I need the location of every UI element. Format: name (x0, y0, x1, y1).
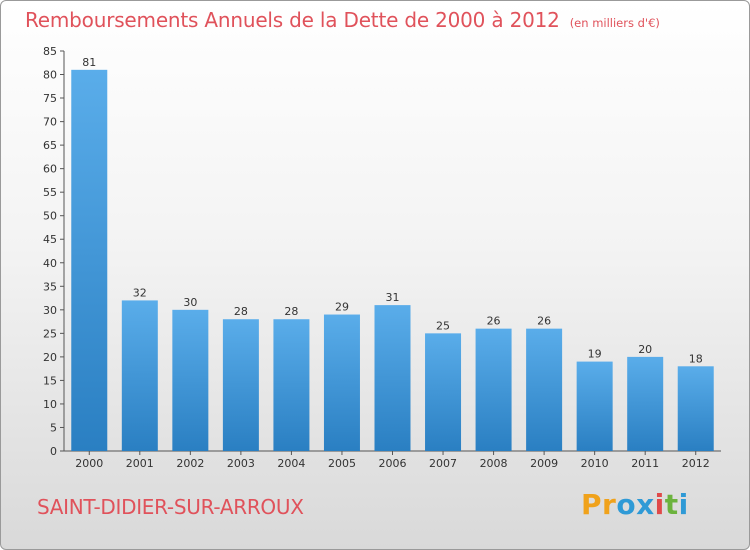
data-label: 25 (436, 319, 450, 332)
x-tick-label: 2009 (530, 457, 558, 470)
bar (172, 309, 209, 451)
x-tick-label: 2005 (328, 457, 356, 470)
data-label: 28 (284, 305, 298, 318)
y-tick-label: 85 (43, 45, 57, 58)
bar (576, 361, 613, 451)
data-label: 30 (183, 296, 197, 309)
data-label: 20 (638, 343, 652, 356)
logo-letter: x (636, 488, 655, 521)
y-tick-label: 20 (43, 351, 57, 364)
x-tick-label: 2002 (176, 457, 204, 470)
x-tick-label: 2000 (75, 457, 103, 470)
logo-letter: r (602, 488, 617, 521)
y-tick-label: 0 (50, 445, 57, 458)
logo-letter: P (581, 488, 603, 521)
logo-letter: i (678, 488, 689, 521)
bar (71, 69, 108, 451)
y-tick-label: 75 (43, 92, 57, 105)
data-label: 32 (133, 286, 147, 299)
data-label: 29 (335, 301, 349, 314)
y-tick-label: 70 (43, 116, 57, 129)
y-tick-label: 55 (43, 186, 57, 199)
logo-letter: t (664, 488, 679, 521)
x-tick-label: 2006 (379, 457, 407, 470)
data-labels: 81 32 30 28 28 29 31 25 26 26 19 20 18 (82, 56, 702, 365)
bar (475, 328, 512, 451)
x-tick-label: 2001 (126, 457, 154, 470)
x-tick-label: 2008 (480, 457, 508, 470)
y-tick-label: 5 (50, 421, 57, 434)
y-tick-label: 30 (43, 304, 57, 317)
y-tick-label: 50 (43, 210, 57, 223)
data-label: 19 (588, 348, 602, 361)
unit-note: (en milliers d'€) (569, 16, 660, 30)
chart-title: Remboursements Annuels de la Dette de 20… (25, 8, 560, 32)
y-tick-label: 45 (43, 233, 57, 246)
y-tick-label: 35 (43, 280, 57, 293)
y-tick-label: 80 (43, 69, 57, 82)
y-tick-label: 25 (43, 327, 57, 340)
bar (425, 333, 462, 451)
data-label: 31 (386, 291, 400, 304)
axes: 0 5 10 15 20 25 30 35 40 45 50 55 60 65 70 75 80 85 2000 20… (43, 45, 721, 470)
x-tick-label: 2004 (277, 457, 305, 470)
bar (273, 319, 310, 451)
chart-title-row: Remboursements Annuels de la Dette de 20… (25, 8, 660, 32)
bars (71, 69, 714, 451)
y-tick-label: 15 (43, 374, 57, 387)
x-tick-label: 2007 (429, 457, 457, 470)
x-tick-label: 2003 (227, 457, 255, 470)
bar (374, 305, 411, 451)
logo-letter: i (654, 488, 665, 521)
x-tick-label: 2011 (631, 457, 659, 470)
bar (627, 356, 664, 451)
logo-letter: o (616, 488, 637, 521)
y-tick-label: 65 (43, 139, 57, 152)
bar (677, 366, 714, 451)
bar (121, 300, 158, 451)
x-tick-label: 2012 (682, 457, 710, 470)
y-tick-label: 60 (43, 163, 57, 176)
data-label: 18 (689, 352, 703, 365)
proxiti-logo[interactable]: Proxiti (581, 488, 689, 521)
x-tick-label: 2010 (581, 457, 609, 470)
bar (222, 319, 259, 451)
y-tick-label: 10 (43, 398, 57, 411)
commune-name: SAINT-DIDIER-SUR-ARROUX (37, 495, 304, 519)
bar (526, 328, 563, 451)
data-label: 26 (537, 315, 551, 328)
bar (323, 314, 360, 451)
data-label: 26 (487, 315, 501, 328)
y-tick-label: 40 (43, 257, 57, 270)
data-label: 81 (82, 56, 96, 69)
data-label: 28 (234, 305, 248, 318)
